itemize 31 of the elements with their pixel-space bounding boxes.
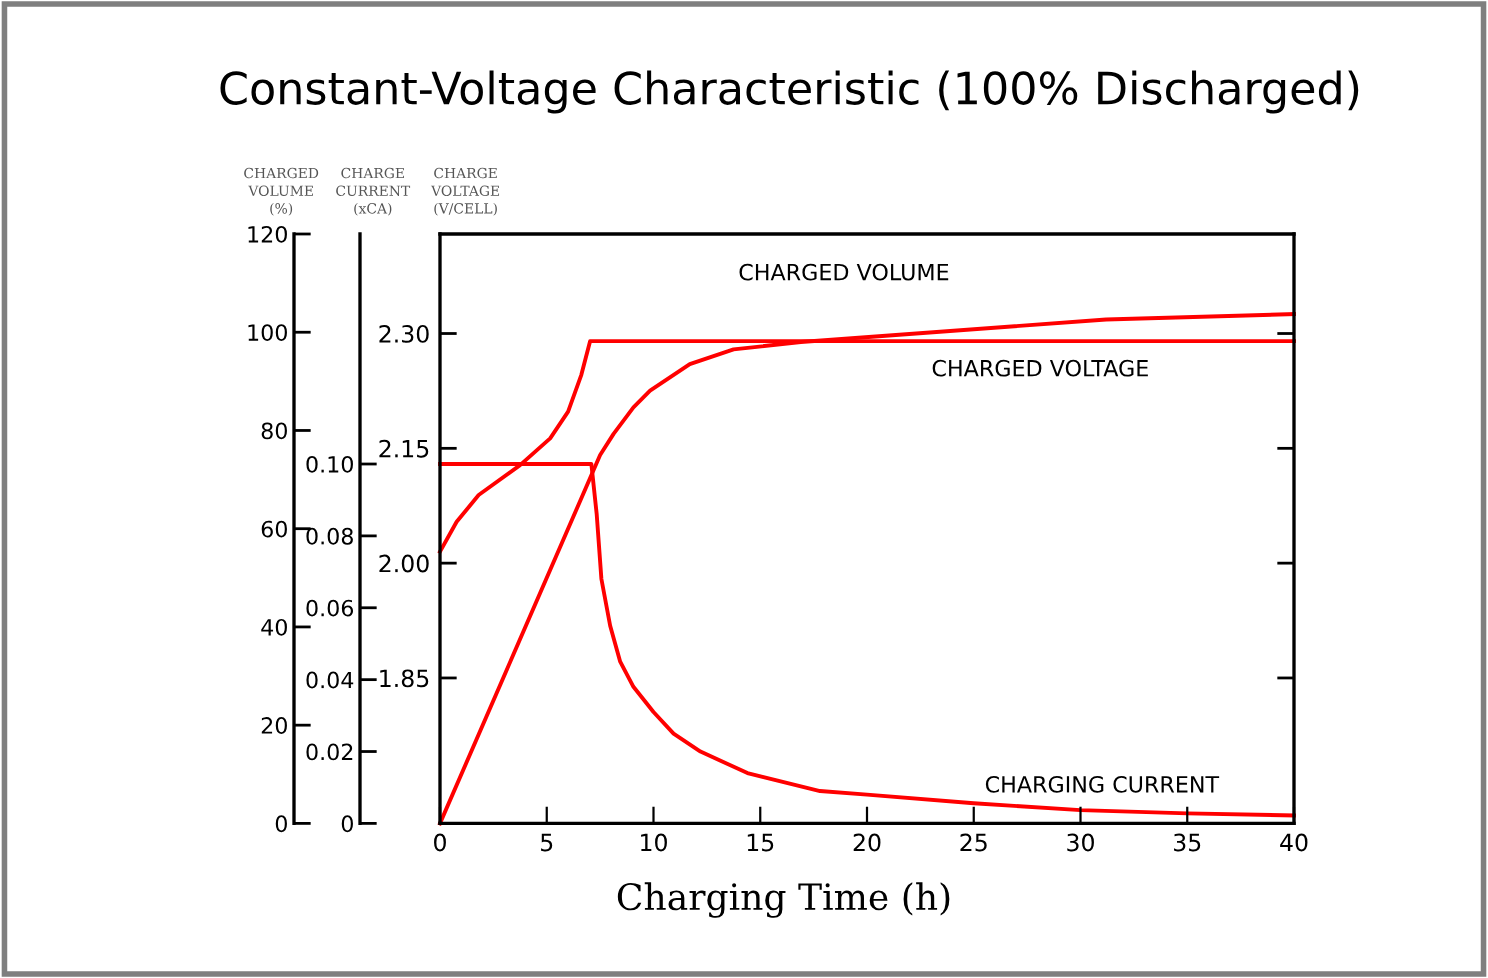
y-tick-label: 60 [261,520,287,538]
y2-tick-label: 0.02 [306,743,353,761]
x-tick-label: 10 [641,833,667,852]
x-axis-title: Charging Time (h) [617,882,950,918]
y-tick-label: 100 [248,324,287,341]
y-tick-label: 40 [261,618,287,636]
y3-tick-label: 2.00 [379,554,429,573]
y-tick-label: 0 [275,815,287,833]
x-tick-label: 15 [747,833,774,852]
x-tick-label: 40 [1280,833,1308,852]
chart-title: Constant-Voltage Characteristic (100% Discharged) [220,70,1359,114]
y-tick-label: 20 [261,717,287,734]
y3-tick-label: 1.85 [380,669,429,688]
x-tick-label: 30 [1067,833,1094,852]
y2-tick-label: 0.08 [306,527,353,545]
y-tick-label: 120 [248,225,287,243]
x-tick-label: 0 [434,833,446,852]
y2-tick-label: 0.10 [306,455,353,473]
x-tick-label: 20 [853,833,881,852]
y3-tick-label: 2.30 [379,324,429,343]
y2-tick-label: 0.06 [306,599,354,617]
y2-tick-label: 0 [341,815,353,833]
series-label: CHARGING CURRENT [985,775,1220,793]
y3-tick-label: 2.15 [379,439,429,458]
y2-tick-label: 0.04 [306,671,354,689]
x-tick-label: 5 [541,833,553,852]
x-tick-label: 35 [1174,833,1201,852]
x-tick-label: 25 [960,833,987,852]
series-label: CHARGED VOLTAGE [932,359,1148,377]
y-tick-label: 80 [261,422,287,440]
text: CHARGED VOLUME [739,263,949,281]
